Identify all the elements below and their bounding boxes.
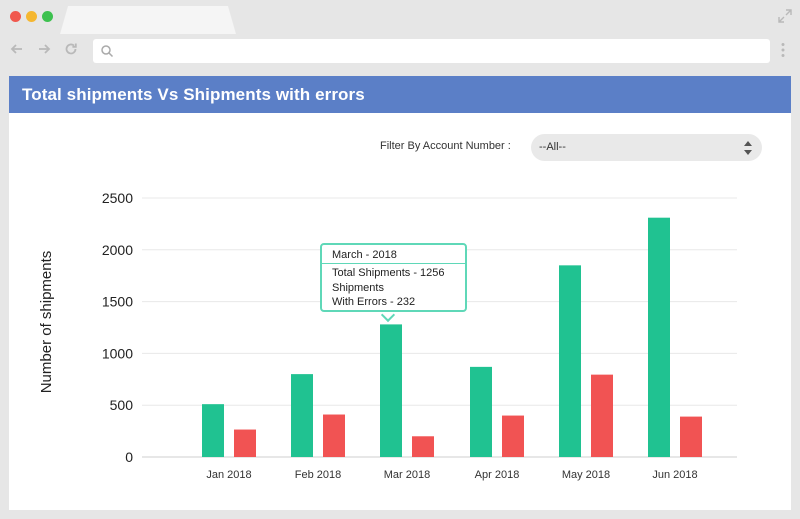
tooltip-shipments: Shipments: [332, 282, 384, 294]
x-tick-label: Apr 2018: [475, 469, 520, 481]
select-value: --All--: [539, 141, 566, 153]
x-tick-label: Jan 2018: [206, 469, 251, 481]
y-tick-label: 0: [125, 449, 133, 465]
expand-icon[interactable]: [778, 9, 792, 23]
tooltip-with-errors: With Errors - 232: [332, 296, 416, 308]
account-number-select[interactable]: --All--: [531, 134, 762, 161]
address-bar[interactable]: [93, 39, 770, 63]
y-axis-ticks: 0 500 1000 1500 2000 2500: [102, 190, 133, 465]
filter-label: Filter By Account Number :: [380, 140, 511, 152]
x-tick-label: Jun 2018: [652, 469, 697, 481]
chart-tooltip: March - 2018 Total Shipments - 1256 Ship…: [320, 243, 467, 312]
errors-bar[interactable]: [234, 429, 256, 457]
y-tick-label: 1000: [102, 345, 133, 361]
tooltip-divider: [322, 263, 465, 264]
tooltip-total-shipments: Total Shipments - 1256: [332, 267, 445, 279]
y-tick-label: 500: [110, 397, 134, 413]
x-tick-label: Feb 2018: [295, 469, 341, 481]
total-shipments-bar[interactable]: [559, 265, 581, 457]
total-shipments-bar[interactable]: [470, 366, 492, 457]
errors-bar[interactable]: [412, 436, 434, 457]
panel-header: Total shipments Vs Shipments with errors: [9, 76, 791, 113]
errors-bar[interactable]: [680, 416, 702, 457]
errors-bar[interactable]: [323, 414, 345, 457]
arrow-left-icon[interactable]: [10, 42, 24, 56]
y-tick-label: 2000: [102, 242, 133, 258]
chart-gridlines: [142, 197, 737, 458]
errors-bar[interactable]: [502, 415, 524, 457]
total-shipments-bar[interactable]: [648, 217, 670, 457]
y-tick-label: 1500: [102, 294, 133, 310]
search-icon: [101, 45, 114, 58]
up-down-arrows-icon: [744, 141, 752, 155]
total-shipments-bar[interactable]: [380, 324, 402, 457]
x-tick-label: Mar 2018: [384, 469, 430, 481]
chart-bars: [202, 217, 702, 457]
total-shipments-bar[interactable]: [291, 374, 313, 457]
arrow-right-icon[interactable]: [37, 42, 51, 56]
x-tick-label: May 2018: [562, 469, 610, 481]
x-axis-ticks: Jan 2018 Feb 2018 Mar 2018 Apr 2018 May 2018…: [206, 469, 697, 481]
tooltip-title: March - 2018: [332, 249, 397, 261]
reload-icon[interactable]: [64, 42, 78, 56]
close-window-dot[interactable]: [10, 11, 21, 22]
browser-tab[interactable]: [60, 6, 236, 34]
errors-bar[interactable]: [591, 374, 613, 457]
y-axis-label: Number of shipments: [38, 251, 55, 394]
browser-chrome: [0, 0, 800, 72]
maximize-window-dot[interactable]: [42, 11, 53, 22]
kebab-menu-icon[interactable]: [780, 42, 786, 58]
total-shipments-bar[interactable]: [202, 404, 224, 457]
minimize-window-dot[interactable]: [26, 11, 37, 22]
y-tick-label: 2500: [102, 190, 133, 206]
page-title: Total shipments Vs Shipments with errors: [22, 85, 365, 104]
